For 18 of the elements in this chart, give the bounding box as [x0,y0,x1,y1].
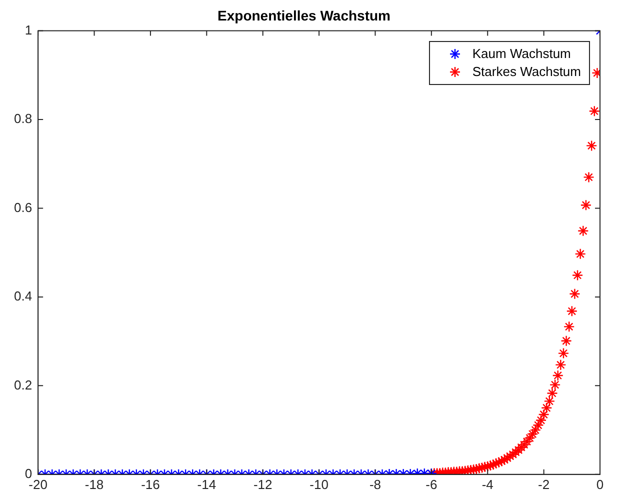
x-tick-label: -4 [482,476,494,492]
x-tick-label: -18 [84,476,104,492]
y-tick-label: 0.4 [14,288,32,304]
x-tick-label: -6 [426,476,438,492]
legend-label: Kaum Wachstum [472,44,571,63]
x-tick-label: -14 [197,476,216,492]
legend-label: Starkes Wachstum [472,62,581,81]
x-tick-label: -16 [141,476,160,492]
y-tick-label: 0.6 [14,200,32,215]
y-tick-label: 1 [24,22,32,38]
y-tick-label: 0.8 [14,111,32,126]
x-tick-label: -2 [538,476,550,492]
x-tick-label: -8 [369,476,382,492]
x-tick-label: -12 [253,476,272,492]
x-tick-label: 0 [596,476,604,492]
y-tick-label: 0.2 [14,377,32,392]
chart-title: Exponentielles Wachstum [218,7,390,24]
x-tick-label: -10 [310,476,328,492]
